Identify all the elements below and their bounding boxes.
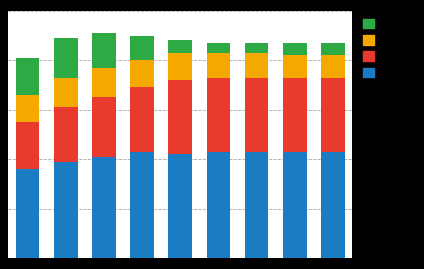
Bar: [283, 152, 307, 258]
Bar: [16, 169, 39, 258]
Bar: [92, 157, 116, 258]
Bar: [130, 87, 154, 152]
Bar: [168, 154, 192, 258]
Bar: [321, 55, 345, 77]
Bar: [168, 80, 192, 154]
Bar: [92, 97, 116, 157]
Bar: [206, 152, 230, 258]
Bar: [130, 36, 154, 60]
Bar: [283, 43, 307, 55]
Legend: 4-, 3, 2, 1: 4-, 3, 2, 1: [361, 16, 396, 80]
Bar: [321, 77, 345, 152]
Bar: [92, 33, 116, 68]
Bar: [130, 152, 154, 258]
Bar: [168, 53, 192, 80]
Bar: [54, 107, 78, 162]
Bar: [54, 38, 78, 77]
Bar: [16, 58, 39, 95]
Bar: [54, 162, 78, 258]
Bar: [130, 60, 154, 87]
Bar: [321, 43, 345, 55]
Bar: [206, 77, 230, 152]
Bar: [16, 95, 39, 122]
Bar: [245, 53, 268, 77]
Bar: [321, 152, 345, 258]
Bar: [206, 43, 230, 53]
Bar: [245, 152, 268, 258]
Bar: [283, 77, 307, 152]
Bar: [54, 77, 78, 107]
Bar: [245, 77, 268, 152]
Bar: [16, 122, 39, 169]
Bar: [206, 53, 230, 77]
Bar: [283, 55, 307, 77]
Bar: [245, 43, 268, 53]
Bar: [92, 68, 116, 97]
Bar: [168, 40, 192, 53]
